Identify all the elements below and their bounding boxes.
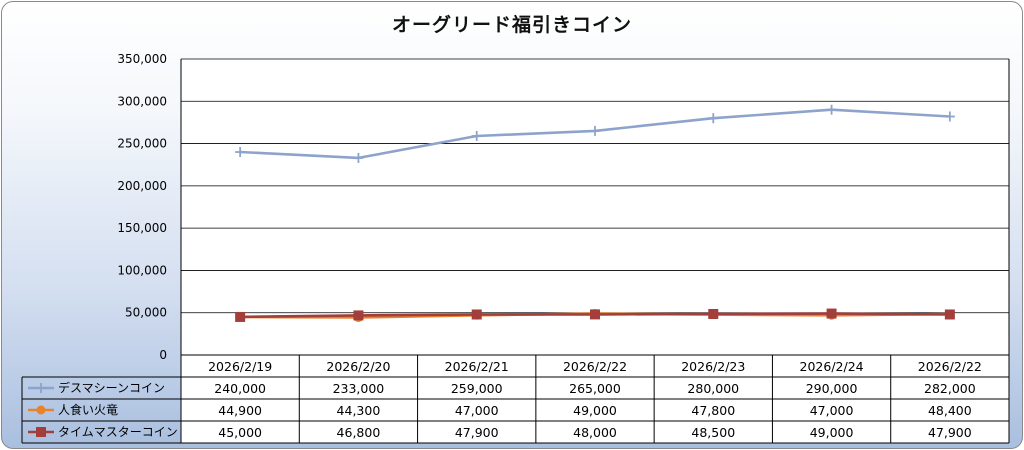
data-table-cell: 44,900	[218, 403, 262, 418]
data-table-cell: 44,300	[337, 403, 381, 418]
data-table-cell: 49,000	[810, 425, 854, 440]
legend-series-name: 人食い火竜	[58, 402, 118, 417]
data-table-cell: 48,000	[573, 425, 617, 440]
y-tick-label: 350,000	[117, 52, 167, 66]
legend-key-marker	[36, 427, 46, 437]
plot-area	[181, 59, 1009, 355]
data-table-cell: 45,000	[218, 425, 262, 440]
data-point-series-3	[944, 309, 955, 320]
data-table-cell: 47,000	[810, 403, 854, 418]
x-category-label: 2026/2/21	[445, 359, 509, 374]
data-table-header	[181, 355, 1009, 377]
data-table-cell: 47,000	[455, 403, 499, 418]
data-point-series-3	[708, 308, 719, 319]
x-category-label: 2026/2/20	[326, 359, 390, 374]
data-table-cell: 290,000	[806, 381, 858, 396]
x-category-label: 2026/2/22	[918, 359, 982, 374]
x-category-label: 2026/2/24	[800, 359, 864, 374]
data-table-cell: 280,000	[687, 381, 739, 396]
data-table-cell: 265,000	[569, 381, 621, 396]
data-table-cell: 47,900	[455, 425, 499, 440]
x-category-label: 2026/2/23	[681, 359, 745, 374]
y-tick-label: 200,000	[117, 179, 167, 193]
y-tick-label: 150,000	[117, 221, 167, 235]
data-table-cell: 240,000	[214, 381, 266, 396]
legend-key-marker	[36, 405, 46, 415]
chart-title: オーグリード福引きコイン	[391, 14, 632, 36]
data-table-cell: 48,400	[928, 403, 972, 418]
data-table-cell: 233,000	[333, 381, 385, 396]
data-table-cell: 48,500	[691, 425, 735, 440]
data-table-cell: 47,800	[691, 403, 735, 418]
data-point-series-3	[235, 311, 246, 322]
data-table-cell: 46,800	[337, 425, 381, 440]
x-category-label: 2026/2/19	[208, 359, 272, 374]
y-tick-label: 0	[159, 348, 167, 362]
data-table-cell: 282,000	[924, 381, 976, 396]
data-table-cell: 259,000	[451, 381, 503, 396]
data-point-series-3	[353, 310, 364, 321]
data-point-series-3	[471, 309, 482, 320]
x-category-label: 2026/2/22	[563, 359, 627, 374]
y-tick-label: 50,000	[125, 306, 167, 320]
y-tick-label: 100,000	[117, 263, 167, 277]
y-tick-label: 250,000	[117, 137, 167, 151]
data-point-series-3	[826, 308, 837, 319]
data-table-cell: 49,000	[573, 403, 617, 418]
y-tick-label: 300,000	[117, 94, 167, 108]
legend-series-name: デスマシーンコイン	[58, 380, 165, 395]
legend-series-name: タイムマスターコイン	[58, 425, 178, 439]
data-table-cell: 47,900	[928, 425, 972, 440]
data-point-series-3	[590, 309, 600, 320]
